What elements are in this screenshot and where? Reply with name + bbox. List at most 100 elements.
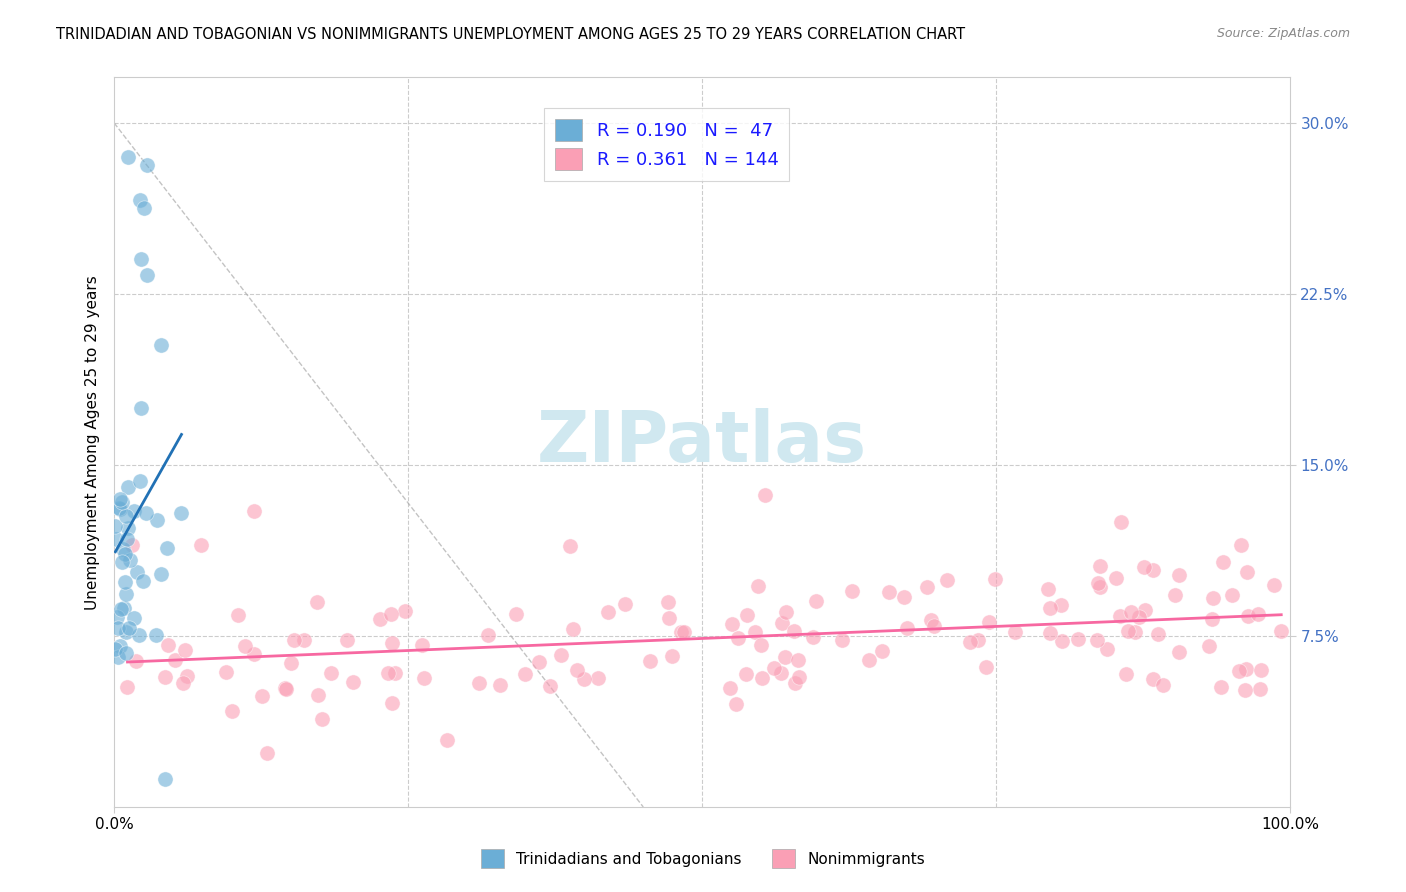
Point (1142, 672, 1164, 686)
Point (156, 541, 179, 555)
Point (117, 532, 139, 546)
Point (966, 632, 988, 647)
Point (572, 672, 595, 686)
Point (1050, 633, 1073, 648)
Point (744, 624, 766, 639)
Point (672, 625, 695, 640)
Point (1133, 559, 1156, 574)
Point (1168, 645, 1191, 659)
Point (368, 612, 391, 626)
Point (489, 678, 512, 692)
Point (977, 615, 1000, 630)
Point (215, 665, 238, 680)
Point (307, 595, 329, 609)
Point (1050, 598, 1073, 612)
Point (283, 633, 305, 648)
Point (243, 503, 266, 517)
Point (724, 697, 747, 711)
Point (1128, 609, 1150, 624)
Point (751, 671, 773, 685)
Point (468, 675, 491, 690)
Point (1234, 662, 1257, 676)
Point (117, 480, 139, 494)
Point (598, 606, 620, 620)
Point (769, 666, 792, 681)
Point (311, 712, 333, 726)
Point (858, 653, 880, 667)
Point (111, 555, 134, 569)
Point (122, 611, 145, 625)
Point (165, 653, 187, 667)
Point (149, 338, 172, 352)
Point (561, 622, 583, 636)
Point (614, 597, 637, 611)
Point (135, 268, 157, 282)
Point (170, 507, 193, 521)
Point (787, 653, 810, 667)
Point (1108, 609, 1130, 624)
Point (783, 624, 806, 638)
Point (172, 675, 194, 690)
Point (657, 611, 679, 625)
Point (1246, 607, 1268, 621)
Point (394, 604, 416, 618)
Point (1236, 565, 1258, 579)
Point (1212, 556, 1234, 570)
Point (749, 638, 772, 652)
Point (132, 201, 155, 215)
Point (896, 621, 918, 635)
Point (770, 615, 793, 630)
Point (1211, 680, 1233, 694)
Point (1236, 608, 1258, 623)
Point (1067, 632, 1090, 647)
Point (342, 674, 364, 689)
Point (638, 654, 661, 668)
Point (1109, 515, 1132, 529)
Point (1202, 591, 1225, 605)
Point (242, 647, 264, 661)
Point (111, 542, 134, 557)
Point (145, 628, 167, 642)
Point (336, 632, 359, 647)
Point (176, 669, 198, 683)
Point (789, 669, 811, 683)
Point (155, 772, 177, 787)
Point (870, 644, 893, 658)
Point (1088, 580, 1111, 594)
Point (112, 601, 135, 615)
Point (1142, 563, 1164, 577)
Point (145, 513, 167, 527)
Point (1115, 667, 1137, 681)
Point (114, 646, 136, 660)
Point (1135, 603, 1157, 617)
Point (773, 649, 796, 664)
Text: ZIPatlas: ZIPatlas (537, 408, 868, 476)
Legend: R = 0.190   N =  47, R = 0.361   N = 144: R = 0.190 N = 47, R = 0.361 N = 144 (544, 108, 789, 181)
Point (959, 635, 981, 649)
Point (124, 654, 146, 668)
Text: TRINIDADIAN AND TOBAGONIAN VS NONIMMIGRANTS UNEMPLOYMENT AMONG AGES 25 TO 29 YEA: TRINIDADIAN AND TOBAGONIAN VS NONIMMIGRA… (56, 27, 966, 42)
Point (735, 608, 758, 623)
Point (1105, 570, 1128, 584)
Point (735, 667, 758, 681)
Point (114, 575, 136, 590)
Point (122, 503, 145, 517)
Point (107, 650, 129, 665)
Point (115, 509, 138, 524)
Point (1198, 639, 1220, 653)
Point (718, 681, 741, 696)
Point (1263, 577, 1285, 591)
Point (120, 553, 142, 567)
Point (1220, 588, 1243, 602)
Point (1004, 624, 1026, 639)
Point (586, 671, 609, 685)
Point (1097, 641, 1119, 656)
Point (1168, 568, 1191, 582)
Point (727, 632, 749, 646)
Y-axis label: Unemployment Among Ages 25 to 29 years: Unemployment Among Ages 25 to 29 years (86, 275, 100, 609)
Point (125, 565, 148, 579)
Point (1164, 588, 1187, 602)
Point (1229, 538, 1251, 552)
Point (121, 538, 143, 552)
Point (785, 675, 807, 690)
